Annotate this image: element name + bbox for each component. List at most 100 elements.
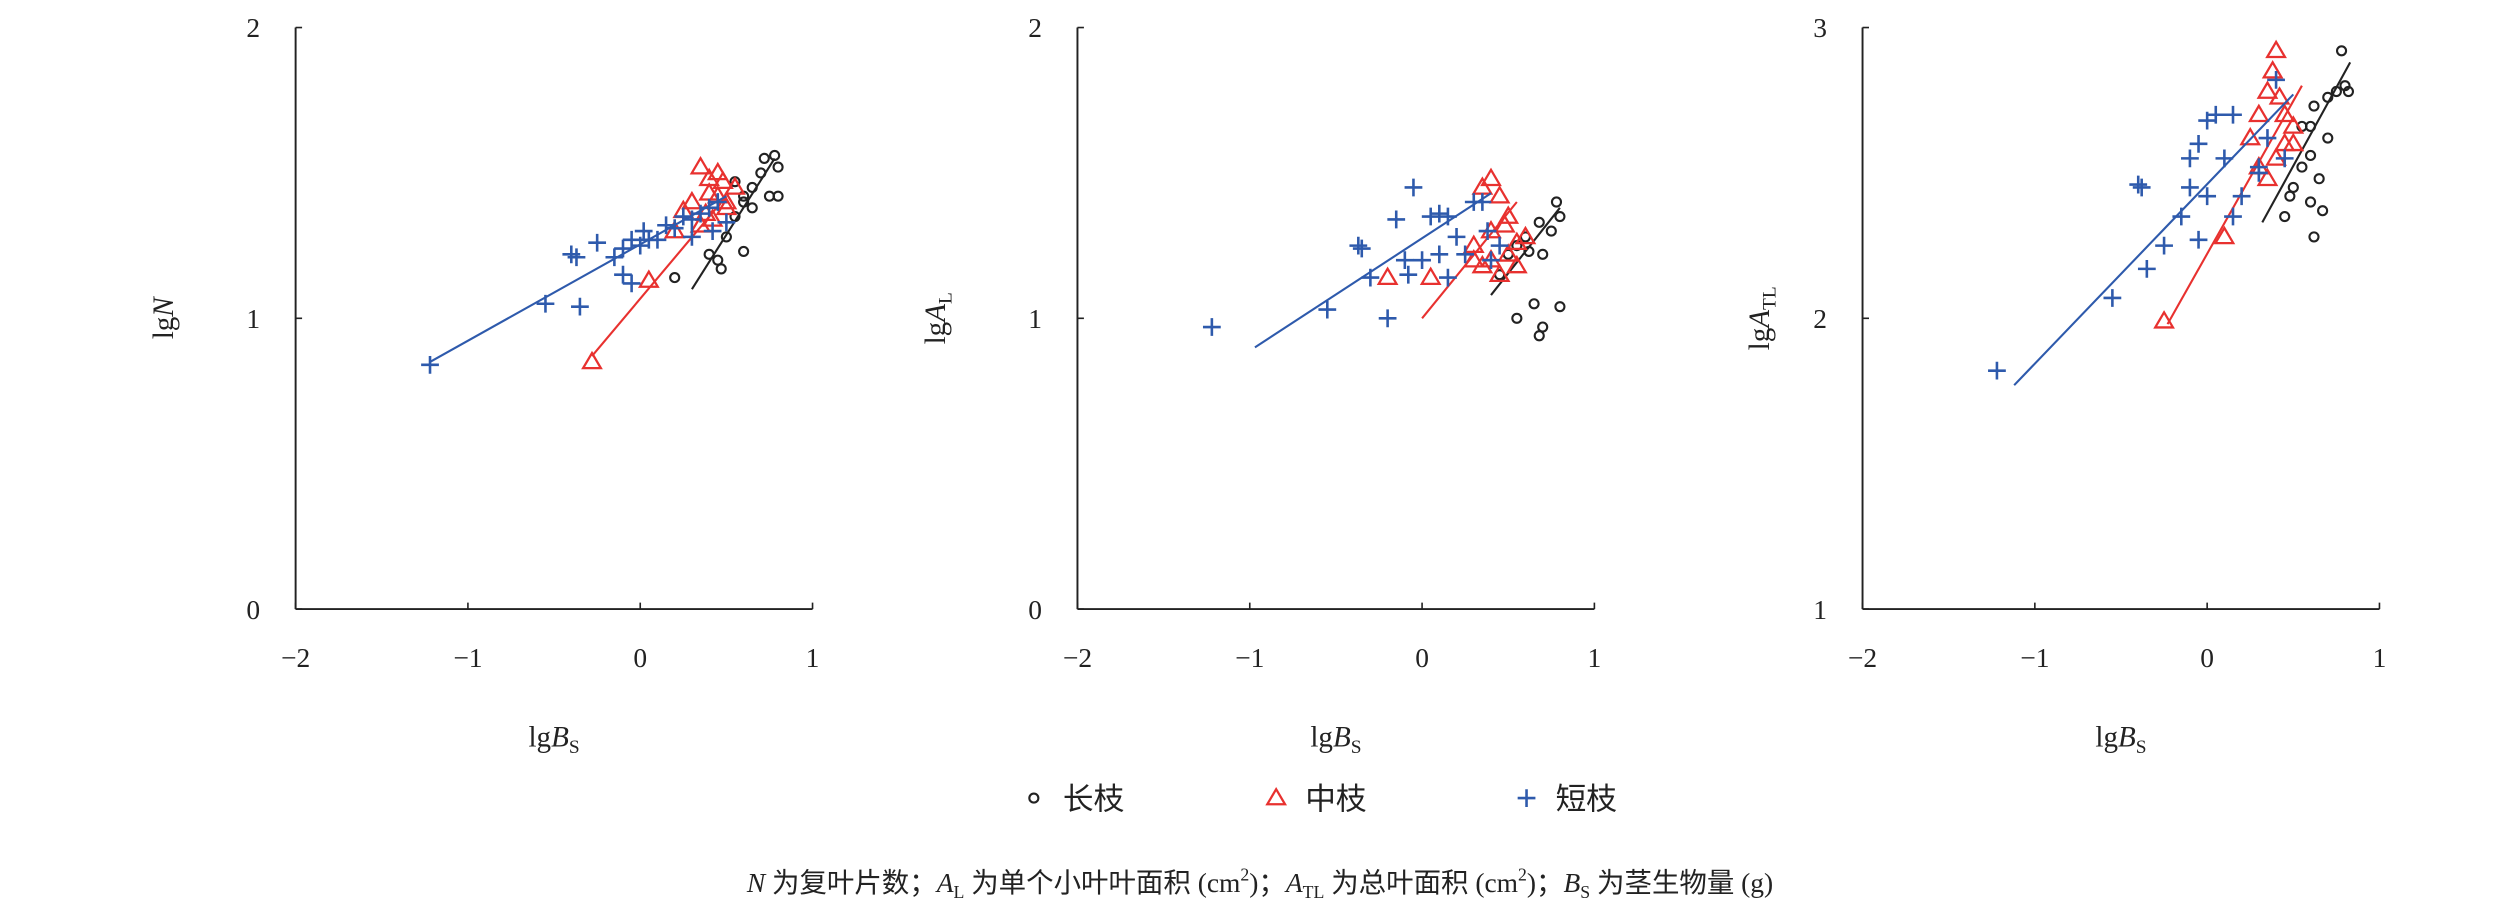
long-branch-point — [2342, 85, 2355, 98]
long-branch-point — [1533, 330, 1545, 342]
x-tick-label: 0 — [2200, 643, 2214, 673]
mid-branch-point — [2282, 132, 2305, 152]
short-branch-point — [2155, 236, 2173, 255]
short-branch-point — [1378, 309, 1397, 328]
x-tick-label: 1 — [2373, 643, 2387, 673]
x-tick-label: 0 — [633, 643, 647, 673]
mid-branch-point — [1419, 266, 1442, 285]
mid-branch-point — [1488, 185, 1511, 204]
x-tick-label: −1 — [453, 643, 482, 673]
y-axis-label: lgATL — [1744, 286, 1780, 350]
legend-item-long-branch: 长枝 — [1028, 782, 1124, 817]
short-branch-point — [1430, 245, 1449, 264]
short-branch-point — [1430, 204, 1449, 223]
panel-2: −2 −1 0 1 0 1 2 lgBS lgAL — [920, 13, 1601, 758]
mid-branch-point — [1471, 176, 1494, 195]
short-branch-point — [421, 355, 439, 374]
short-branch-point — [605, 248, 624, 267]
short-branch-point — [2198, 187, 2217, 206]
panel-3: −2 −1 0 1 1 2 3 lgBS lgATL — [1744, 13, 2386, 758]
mid-branch-point — [2265, 39, 2287, 59]
mid-branch-fit-line — [1421, 201, 1518, 319]
long-branch-point — [720, 231, 732, 243]
y-tick-label: 2 — [1813, 304, 1827, 334]
y-axis-label: lgAL — [920, 292, 956, 344]
mid-branch-point — [1480, 167, 1502, 187]
y-tick-label: 0 — [1028, 595, 1042, 625]
mid-branch-point — [2273, 103, 2296, 123]
short-branch-point — [2189, 134, 2208, 153]
mid-branch-point — [1471, 254, 1494, 274]
long-branch-point — [1537, 248, 1549, 260]
mid-branch-point — [2268, 86, 2291, 105]
short-branch-point — [717, 213, 736, 232]
mid-branch-point — [1488, 263, 1511, 283]
long-branch-point — [2296, 161, 2308, 173]
short-branch-point — [1399, 265, 1418, 284]
long-branch-point — [1550, 196, 1563, 208]
short-branch-series — [1988, 70, 2295, 386]
short-branch-point — [622, 230, 641, 249]
mid-branch-point — [2282, 115, 2305, 134]
legend-plus-icon — [1517, 789, 1536, 807]
mid-branch-series — [581, 155, 746, 370]
short-branch-point — [2181, 149, 2199, 168]
short-branch-point — [2132, 178, 2151, 197]
short-branch-point — [1478, 222, 1497, 240]
x-tick-label: −1 — [1235, 643, 1264, 673]
long-branch-point — [1554, 210, 1566, 223]
mid-branch-point — [689, 155, 712, 175]
x-axis-label: lgBS — [2095, 721, 2146, 757]
short-branch-point — [2103, 289, 2122, 307]
x-tick-label: −2 — [1063, 643, 1092, 673]
long-branch-point — [1528, 298, 1540, 310]
long-branch-series — [2261, 45, 2355, 243]
short-branch-series — [1202, 178, 1509, 349]
long-branch-point — [1511, 312, 1523, 324]
short-branch-point — [2232, 187, 2251, 206]
legend-label: 长枝 — [1063, 782, 1124, 817]
x-tick-label: 1 — [1588, 643, 1602, 673]
legend-item-short-branch: 短枝 — [1517, 782, 1617, 817]
long-branch-point — [669, 272, 681, 284]
long-branch-point — [738, 245, 750, 258]
mid-branch-point — [1497, 243, 1520, 262]
y-tick-label: 1 — [1028, 304, 1042, 334]
long-branch-point — [2335, 45, 2348, 57]
short-branch-series — [421, 193, 736, 374]
mid-branch-series — [1376, 167, 1537, 319]
long-branch-point — [746, 202, 758, 214]
mid-branch-point — [581, 350, 603, 370]
short-branch-point — [2249, 158, 2268, 176]
short-branch-point — [1352, 239, 1371, 258]
long-branch-point — [2279, 210, 2291, 223]
short-branch-fit-line — [2013, 93, 2295, 386]
y-axis-label: lgN — [148, 296, 180, 340]
short-branch-point — [2189, 230, 2208, 249]
short-branch-point — [1395, 251, 1414, 270]
y-tick-label: 2 — [246, 13, 260, 43]
long-branch-fit-line — [691, 157, 776, 290]
y-tick-label: 3 — [1813, 13, 1827, 43]
short-branch-fit-line — [1254, 192, 1492, 349]
short-branch-point — [2198, 111, 2217, 130]
short-branch-point — [1349, 236, 1368, 255]
mid-branch-fit-line — [2166, 85, 2303, 325]
mid-branch-point — [663, 219, 686, 239]
short-branch-point — [683, 228, 701, 246]
short-branch-point — [703, 222, 722, 240]
legend-item-mid-branch: 中枝 — [1265, 782, 1367, 817]
mid-branch-point — [2247, 103, 2270, 123]
y-tick-label: 1 — [1813, 595, 1827, 625]
short-branch-point — [614, 265, 632, 284]
short-branch-point — [2258, 129, 2277, 147]
long-branch-point — [2308, 231, 2320, 243]
long-branch-point — [1554, 301, 1566, 313]
mid-branch-point — [1514, 225, 1537, 245]
long-branch-fit-line — [2261, 61, 2352, 223]
mid-branch-point — [2239, 126, 2262, 146]
short-branch-point — [1988, 361, 2006, 380]
long-branch-point — [2284, 190, 2296, 202]
long-branch-point — [772, 190, 784, 202]
long-branch-point — [2322, 132, 2334, 144]
